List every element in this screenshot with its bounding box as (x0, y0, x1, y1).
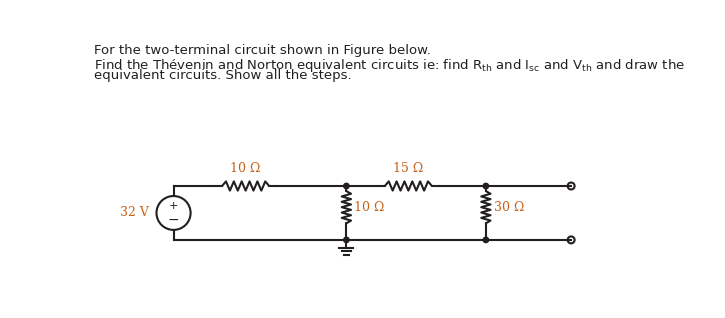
Text: 32 V: 32 V (120, 206, 149, 219)
Text: −: − (167, 213, 179, 227)
Text: For the two-terminal circuit shown in Figure below.: For the two-terminal circuit shown in Fi… (94, 44, 431, 57)
Text: 30 Ω: 30 Ω (494, 201, 524, 214)
Circle shape (344, 237, 349, 243)
Text: Find the Thévenin and Norton equivalent circuits ie: find R$_{\mathrm{th}}$ and : Find the Thévenin and Norton equivalent … (94, 57, 686, 74)
Text: 15 Ω: 15 Ω (393, 162, 423, 175)
Circle shape (344, 183, 349, 189)
Text: 10 Ω: 10 Ω (231, 162, 261, 175)
Text: 10 Ω: 10 Ω (354, 201, 384, 214)
Text: equivalent circuits. Show all the steps.: equivalent circuits. Show all the steps. (94, 69, 352, 82)
Circle shape (483, 237, 489, 243)
Text: +: + (169, 201, 178, 211)
Circle shape (483, 183, 489, 189)
